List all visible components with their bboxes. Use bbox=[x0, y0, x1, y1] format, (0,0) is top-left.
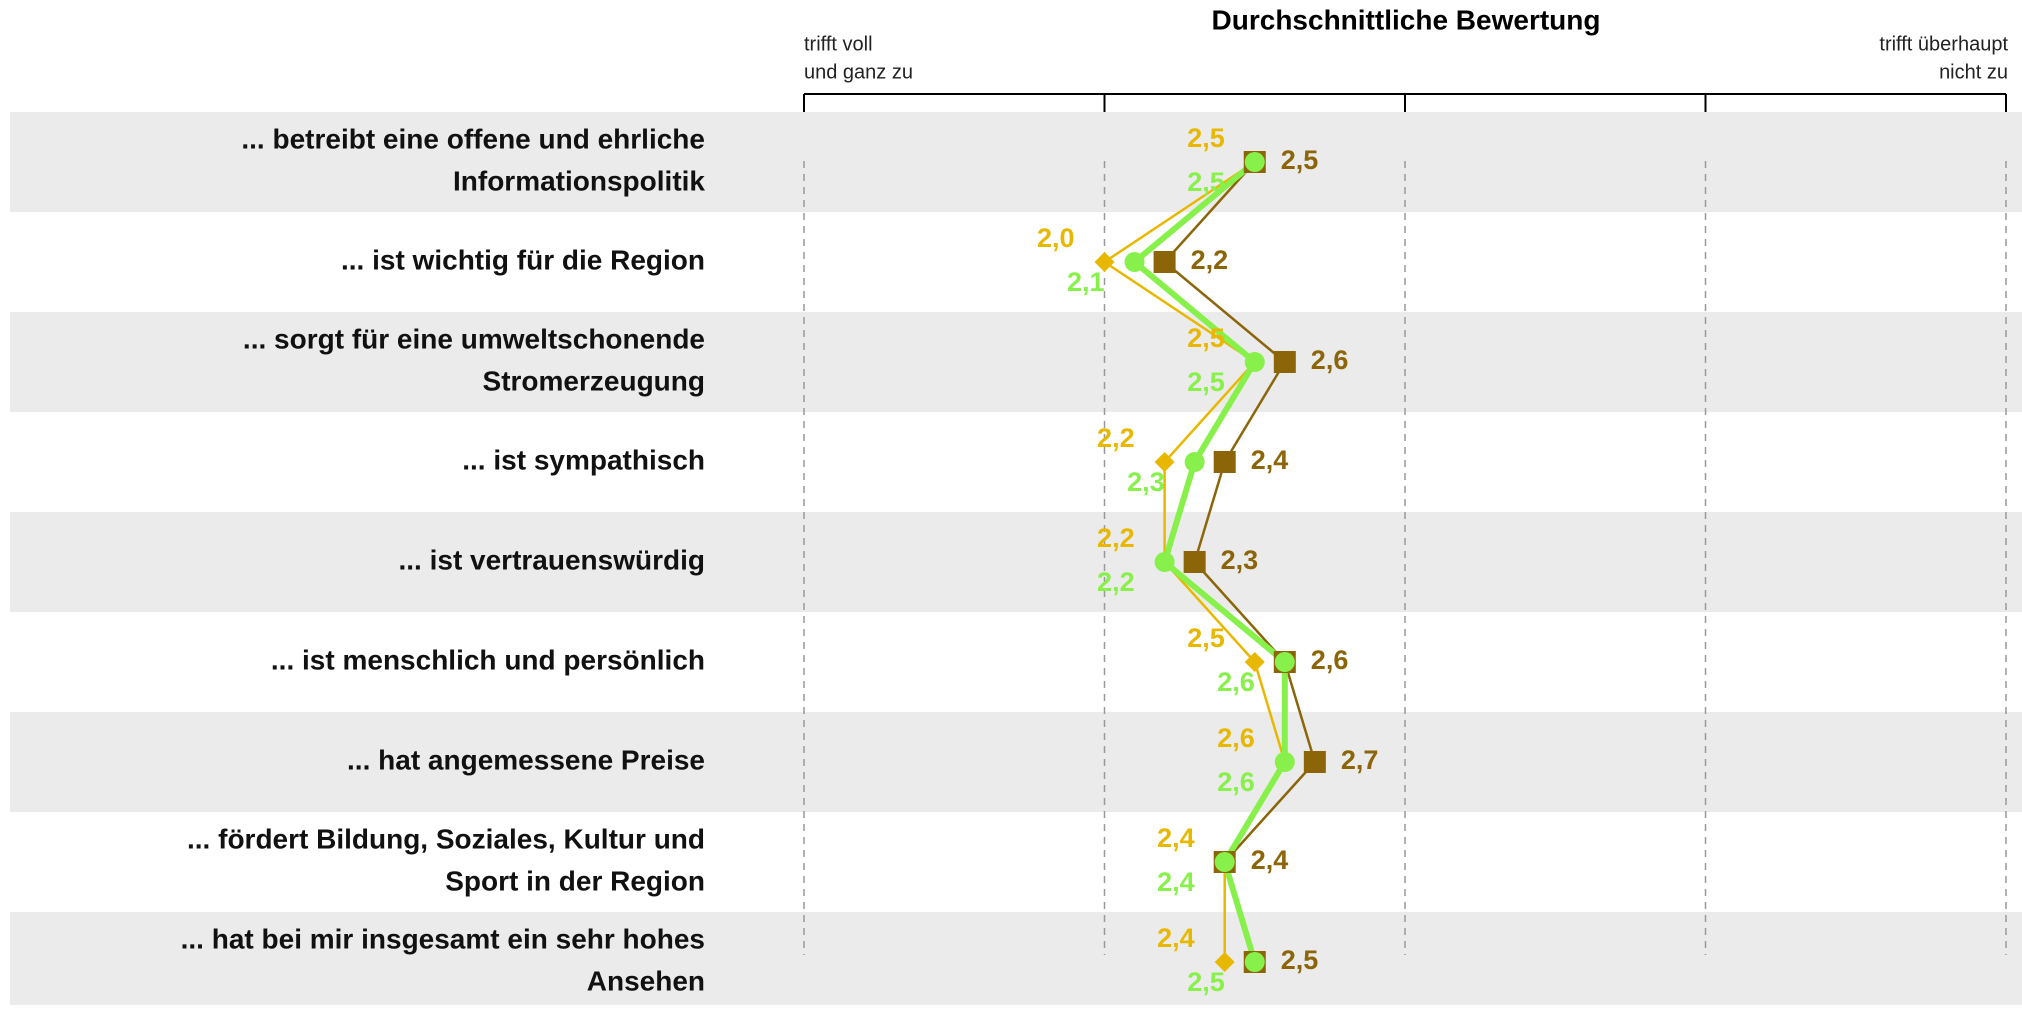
marker bbox=[1124, 252, 1145, 272]
data-label: 2,2 bbox=[1097, 567, 1135, 597]
row-label: ... ist wichtig für die Region bbox=[341, 244, 705, 275]
marker bbox=[1184, 452, 1205, 472]
data-label: 2,6 bbox=[1217, 767, 1255, 797]
axis-label-left: und ganz zu bbox=[804, 61, 913, 83]
marker bbox=[1094, 252, 1115, 272]
row-label: ... sorgt für eine umweltschonende bbox=[243, 323, 705, 354]
data-label: 2,5 bbox=[1187, 623, 1225, 653]
row-label: Ansehen bbox=[587, 965, 705, 996]
data-label: 2,5 bbox=[1187, 123, 1225, 153]
data-label: 2,4 bbox=[1157, 923, 1195, 953]
data-label: 2,2 bbox=[1097, 423, 1135, 453]
data-label: 2,4 bbox=[1251, 445, 1289, 475]
data-label: 2,5 bbox=[1281, 945, 1319, 975]
data-label: 2,5 bbox=[1187, 323, 1225, 353]
marker bbox=[1244, 352, 1265, 372]
data-label: 2,6 bbox=[1311, 345, 1349, 375]
data-label: 2,6 bbox=[1311, 645, 1349, 675]
row-band bbox=[10, 312, 2022, 412]
data-label: 2,5 bbox=[1187, 167, 1225, 197]
marker bbox=[1183, 551, 1206, 573]
marker bbox=[1154, 552, 1175, 572]
row-label: ... ist menschlich und persönlich bbox=[271, 644, 705, 675]
marker bbox=[1274, 652, 1295, 672]
row-label: ... fördert Bildung, Soziales, Kultur un… bbox=[187, 823, 705, 854]
row-label: Sport in der Region bbox=[445, 865, 705, 896]
data-label: 2,0 bbox=[1037, 223, 1075, 253]
data-label: 2,5 bbox=[1187, 367, 1225, 397]
data-label: 2,4 bbox=[1157, 867, 1195, 897]
marker bbox=[1153, 251, 1176, 273]
data-label: 2,7 bbox=[1341, 745, 1379, 775]
data-label: 2,3 bbox=[1127, 467, 1165, 497]
marker bbox=[1244, 952, 1265, 972]
axis-label-right: trifft überhaupt bbox=[1879, 33, 2008, 55]
marker bbox=[1244, 652, 1265, 672]
row-label: ... ist vertrauenswürdig bbox=[398, 544, 705, 575]
axis-label-right: nicht zu bbox=[1939, 61, 2008, 83]
marker bbox=[1213, 451, 1236, 473]
marker bbox=[1274, 752, 1295, 772]
row-label: Informationspolitik bbox=[453, 165, 705, 196]
row-label: ... hat bei mir insgesamt ein sehr hohes bbox=[181, 923, 705, 954]
marker bbox=[1303, 751, 1326, 773]
marker bbox=[1214, 952, 1235, 972]
marker bbox=[1154, 452, 1175, 472]
data-label: 2,4 bbox=[1157, 823, 1195, 853]
data-label: 2,5 bbox=[1187, 967, 1225, 997]
row-band bbox=[10, 512, 2022, 612]
chart-title: Durchschnittliche Bewertung bbox=[1212, 4, 1601, 35]
data-label: 2,6 bbox=[1217, 723, 1255, 753]
row-label: ... betreibt eine offene und ehrliche bbox=[241, 123, 705, 154]
marker bbox=[1244, 152, 1265, 172]
row-band bbox=[10, 112, 2022, 212]
data-label: 2,1 bbox=[1067, 267, 1105, 297]
data-label: 2,6 bbox=[1217, 667, 1255, 697]
row-bands bbox=[10, 112, 2022, 1010]
data-label: 2,4 bbox=[1251, 845, 1289, 875]
row-label: Stromerzeugung bbox=[483, 365, 705, 396]
data-label: 2,2 bbox=[1191, 245, 1229, 275]
marker bbox=[1273, 351, 1296, 373]
row-band bbox=[10, 712, 2022, 812]
marker bbox=[1214, 852, 1235, 872]
row-label: ... ist sympathisch bbox=[462, 444, 705, 475]
data-label: 2,2 bbox=[1097, 523, 1135, 553]
data-label: 2,3 bbox=[1221, 545, 1259, 575]
axis-label-left: trifft voll bbox=[804, 33, 873, 55]
row-label: ... hat angemessene Preise bbox=[347, 744, 705, 775]
row-band bbox=[10, 912, 2022, 1010]
data-label: 2,5 bbox=[1281, 145, 1319, 175]
